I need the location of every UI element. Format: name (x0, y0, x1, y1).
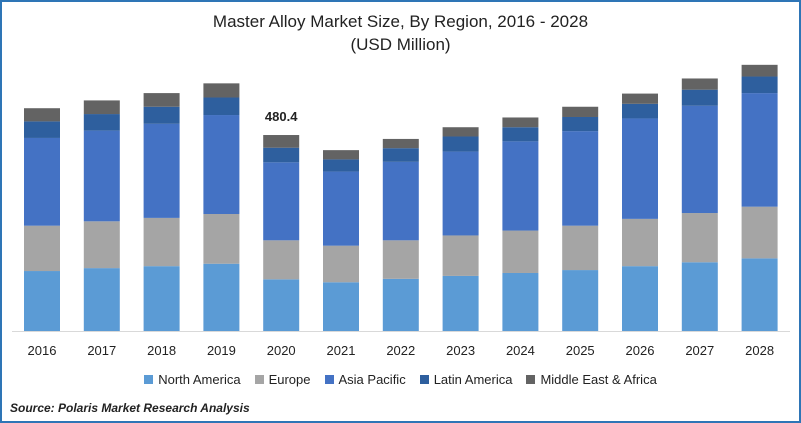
bar-segment-2026-asia-pacific (622, 118, 658, 219)
bar-segment-2024-asia-pacific (502, 141, 539, 231)
bar-segment-2028-north-america (741, 258, 778, 331)
bar-segment-2018-latin-america (143, 106, 180, 124)
bar-segment-2016-europe (24, 225, 60, 272)
x-tick-label: 2020 (267, 343, 296, 358)
x-tick-label: 2027 (685, 343, 714, 358)
bar-segment-2028-latin-america (741, 76, 778, 94)
legend-label: North America (158, 372, 241, 387)
bar-segment-2028-europe (741, 206, 778, 259)
bar-segment-2027-north-america (681, 262, 718, 331)
chart-title: Master Alloy Market Size, By Region, 201… (212, 12, 589, 31)
bar-segment-2025-europe (562, 225, 599, 271)
x-tick-label: 2026 (626, 343, 655, 358)
bar-segment-2023-north-america (442, 275, 479, 331)
bar-segment-2021-latin-america (323, 159, 359, 172)
bar-segment-2026-europe (622, 218, 658, 267)
legend-item-europe: Europe (254, 372, 311, 387)
bar-segment-2022-europe (382, 240, 419, 279)
legend-item-middle-east-africa: Middle East & Africa (526, 372, 657, 387)
bar-segment-2022-north-america (382, 278, 419, 331)
legend-item-north-america: North America (144, 372, 241, 387)
bar-segment-2019-latin-america (203, 97, 240, 116)
stacked-bar-chart: 2016 2017 2018 2019 2020 480.4 2021 2022 2023 202… (12, 64, 790, 358)
bar-segment-2023-middle-east-africa (442, 127, 479, 137)
bar-segment-2016-middle-east-africa (24, 108, 60, 122)
bar-segment-2017-north-america (83, 268, 120, 331)
bar-segment-2016-north-america (24, 271, 60, 331)
bar-segment-2017-latin-america (83, 114, 120, 131)
bar-segment-2023-latin-america (442, 136, 479, 152)
bar-segment-2017-europe (83, 221, 120, 269)
bar-segment-2018-europe (143, 217, 180, 267)
bar-segment-2020-north-america (263, 279, 300, 331)
bar-segment-2027-latin-america (681, 89, 718, 106)
bar-segment-2021-middle-east-africa (323, 150, 359, 160)
bar-segment-2019-north-america (203, 263, 240, 331)
bar-segment-2026-latin-america (622, 103, 658, 119)
bar-segment-2020-latin-america (263, 147, 300, 163)
legend-label: Latin America (433, 372, 513, 387)
x-tick-label: 2021 (327, 343, 356, 358)
legend-swatch (144, 375, 154, 384)
bar-segment-2022-middle-east-africa (382, 138, 419, 149)
bar-segment-2022-latin-america (382, 148, 419, 162)
bar-segment-2018-north-america (143, 266, 180, 331)
chart-legend: North America Europe Asia Pacific Latin Ame… (0, 372, 801, 387)
legend-swatch (419, 375, 429, 384)
bar-segment-2025-asia-pacific (562, 131, 599, 226)
x-tick-label: 2023 (446, 343, 475, 358)
x-tick-label: 2018 (147, 343, 176, 358)
bar-segment-2019-middle-east-africa (203, 83, 240, 98)
bar-segment-2026-north-america (622, 266, 658, 331)
bar-segment-2021-north-america (323, 282, 359, 331)
bar-segment-2024-europe (502, 230, 539, 273)
bar-segment-2024-latin-america (502, 127, 539, 142)
bar-segment-2027-asia-pacific (681, 105, 718, 214)
bar-segment-2020-middle-east-africa (263, 135, 300, 148)
bar-segment-2025-north-america (562, 270, 599, 331)
bar-segment-2020-europe (263, 240, 300, 280)
x-tick-label: 2024 (506, 343, 535, 358)
bar-segment-2023-europe (442, 235, 479, 276)
bar-segment-2025-latin-america (562, 116, 599, 132)
bar-segment-2021-asia-pacific (323, 171, 359, 246)
legend-item-latin-america: Latin America (419, 372, 513, 387)
bar-segment-2024-middle-east-africa (502, 117, 539, 128)
bar-segment-2028-asia-pacific (741, 93, 778, 207)
legend-label: Asia Pacific (338, 372, 406, 387)
bar-segment-2026-middle-east-africa (622, 93, 658, 104)
source-note: Source: Polaris Market Research Analysis (10, 401, 250, 415)
bar-segment-2024-north-america (502, 272, 539, 331)
bar-segment-2020-asia-pacific (263, 162, 300, 241)
legend-swatch (254, 375, 264, 384)
x-tick-label: 2017 (87, 343, 116, 358)
x-tick-label: 2019 (207, 343, 236, 358)
bar-segment-2017-middle-east-africa (83, 100, 120, 115)
bar-segment-2019-asia-pacific (203, 115, 240, 214)
bar-segment-2018-asia-pacific (143, 123, 180, 218)
x-tick-label: 2016 (28, 343, 57, 358)
bar-segment-2022-asia-pacific (382, 161, 419, 241)
legend-label: Europe (268, 372, 311, 387)
bar-segment-2016-latin-america (24, 121, 60, 138)
legend-swatch (324, 375, 334, 384)
bar-segment-2021-europe (323, 245, 359, 283)
legend-swatch (526, 375, 536, 384)
x-tick-label: 2028 (745, 343, 774, 358)
legend-label: Middle East & Africa (540, 372, 657, 387)
legend-item-asia-pacific: Asia Pacific (324, 372, 406, 387)
chart-subtitle: (USD Million) (350, 35, 451, 54)
bar-segment-2016-asia-pacific (24, 137, 60, 226)
bar-segment-2018-middle-east-africa (143, 93, 180, 107)
bar-segment-2027-europe (681, 213, 718, 263)
bar-segment-2017-asia-pacific (83, 130, 120, 222)
x-tick-label: 2022 (386, 343, 415, 358)
bar-segment-2023-asia-pacific (442, 151, 479, 236)
bar-segment-2019-europe (203, 214, 240, 264)
x-tick-label: 2025 (566, 343, 595, 358)
bar-segment-2028-middle-east-africa (741, 64, 778, 77)
bar-segment-2027-middle-east-africa (681, 78, 718, 90)
data-label-2020: 480.4 (265, 109, 298, 124)
bar-segment-2025-middle-east-africa (562, 106, 599, 117)
